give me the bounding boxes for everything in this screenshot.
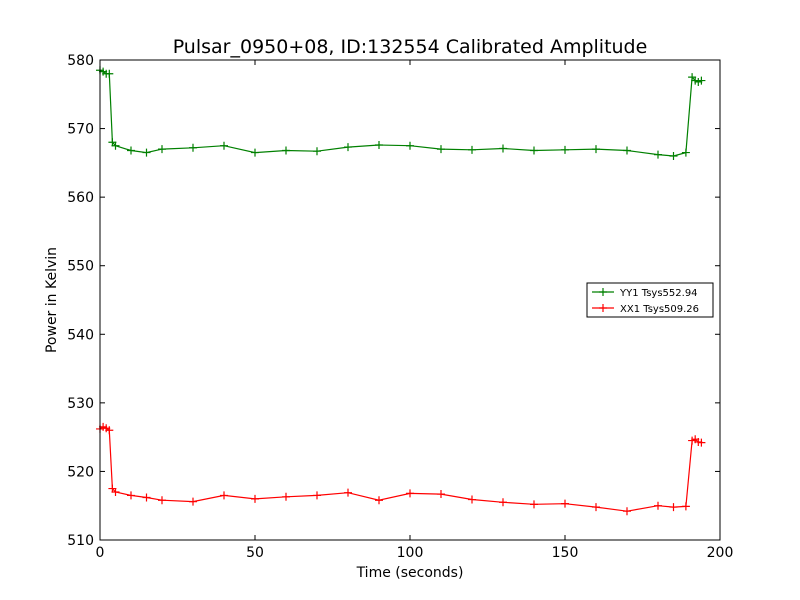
- data-point: [127, 146, 135, 155]
- data-point: [623, 507, 631, 516]
- data-point: [561, 499, 569, 508]
- data-point: [313, 147, 321, 156]
- x-tick-label: 50: [246, 545, 264, 561]
- y-tick-label: 520: [67, 464, 94, 480]
- data-point: [437, 145, 445, 154]
- x-axis-label: Time (seconds): [356, 565, 464, 581]
- data-point: [105, 426, 114, 435]
- y-tick-label: 510: [67, 533, 94, 549]
- data-point: [681, 148, 690, 157]
- x-tick-label: 100: [397, 545, 424, 561]
- legend-swatch-marker: [599, 304, 607, 312]
- data-point: [669, 152, 678, 160]
- data-point: [282, 146, 290, 155]
- data-point: [406, 141, 414, 150]
- data-point: [313, 491, 321, 500]
- data-point: [105, 69, 114, 78]
- data-point: [127, 491, 135, 500]
- data-point: [111, 488, 120, 496]
- data-point: [189, 143, 197, 152]
- data-point: [697, 438, 706, 447]
- data-point: [251, 494, 259, 503]
- y-tick-label: 540: [67, 327, 94, 343]
- legend: YY1 Tsys552.94 XX1 Tsys509.26: [586, 282, 714, 318]
- data-point: [681, 502, 690, 511]
- data-point: [406, 489, 414, 498]
- data-point: [220, 491, 228, 500]
- data-point: [375, 141, 383, 150]
- chart-title: Pulsar_0950+08, ID:132554 Calibrated Amp…: [173, 36, 648, 58]
- x-axis: 0 50 100 150 200: [96, 60, 734, 561]
- data-point: [220, 141, 228, 150]
- data-point: [468, 145, 476, 154]
- data-point: [697, 76, 706, 85]
- data-point: [468, 495, 476, 504]
- data-point: [561, 145, 569, 154]
- legend-swatch-marker: [599, 288, 607, 296]
- y-tick-label: 560: [67, 190, 94, 206]
- data-point: [111, 141, 120, 150]
- y-tick-label: 530: [67, 396, 94, 412]
- data-point: [530, 500, 538, 509]
- data-point: [142, 148, 151, 157]
- data-point: [592, 503, 600, 512]
- series-0: [96, 66, 706, 160]
- series-layer: [96, 66, 706, 516]
- y-axis-label: Power in Kelvin: [44, 247, 60, 353]
- data-point: [437, 490, 445, 499]
- data-point: [251, 148, 259, 157]
- data-point: [530, 146, 538, 155]
- y-tick-label: 580: [67, 53, 94, 69]
- data-point: [142, 493, 151, 502]
- legend-box: [586, 282, 714, 318]
- series-1: [96, 422, 706, 516]
- data-point: [344, 143, 352, 152]
- x-tick-label: 150: [552, 545, 579, 561]
- data-point: [158, 145, 166, 154]
- data-point: [654, 501, 662, 510]
- data-point: [654, 150, 662, 159]
- y-tick-label: 550: [67, 259, 94, 275]
- x-tick-label: 0: [96, 545, 105, 561]
- data-point: [344, 488, 352, 497]
- data-point: [623, 146, 631, 155]
- y-axis: 510 520 530 540 550 560 570 580: [67, 53, 720, 549]
- data-point: [499, 498, 507, 507]
- legend-label: YY1 Tsys552.94: [619, 288, 698, 299]
- legend-label: XX1 Tsys509.26: [620, 304, 699, 315]
- data-point: [669, 503, 678, 512]
- x-tick-label: 200: [707, 545, 734, 561]
- data-point: [499, 144, 507, 153]
- data-point: [592, 145, 600, 154]
- y-tick-label: 570: [67, 122, 94, 138]
- data-point: [189, 497, 197, 506]
- data-point: [375, 496, 383, 505]
- data-point: [158, 496, 166, 505]
- data-point: [282, 492, 290, 501]
